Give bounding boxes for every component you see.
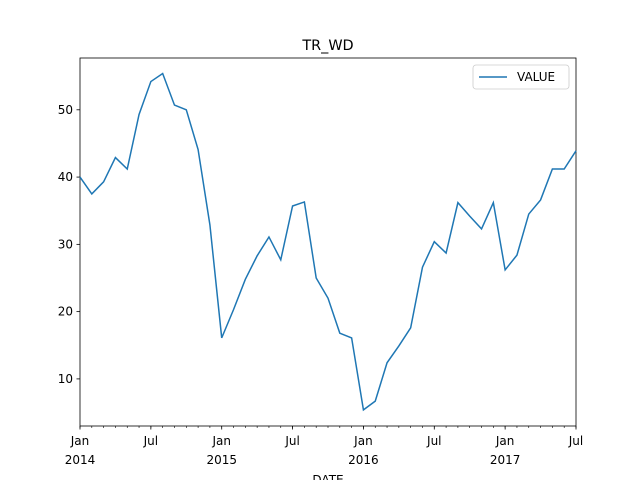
- line: [79, 72, 577, 412]
- x-tick-year: 2016: [348, 453, 379, 467]
- y-tick-label: 10: [58, 372, 73, 386]
- x-tick-label: Jan: [211, 434, 231, 448]
- x-tick-label: Jul: [426, 434, 441, 448]
- x-tick-label: Jul: [284, 434, 299, 448]
- x-tick-label: Jan: [70, 434, 90, 448]
- plot-area: [79, 57, 577, 427]
- y-tick-label: 30: [58, 237, 73, 251]
- chart-title: TR_WD: [301, 38, 353, 54]
- x-tick-label: Jan: [495, 434, 515, 448]
- x-axis-label: DATE: [312, 473, 343, 480]
- x-tick-year: 2017: [490, 453, 521, 467]
- x-tick-label: Jul: [568, 434, 583, 448]
- y-tick-label: 50: [58, 103, 73, 117]
- x-tick-year: 2015: [206, 453, 237, 467]
- y-tick-label: 20: [58, 305, 73, 319]
- x-tick-label: Jan: [353, 434, 373, 448]
- x-tick-label: Jul: [143, 434, 158, 448]
- x-tick-year: 2014: [65, 453, 96, 467]
- y-tick-label: 40: [58, 170, 73, 184]
- legend-label: VALUE: [517, 70, 555, 84]
- legend-box: [472, 64, 570, 90]
